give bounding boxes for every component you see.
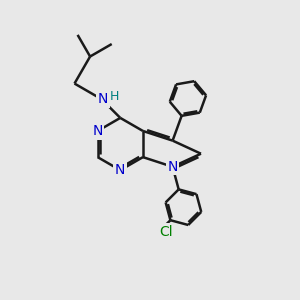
- Text: N: N: [98, 92, 108, 106]
- Text: Cl: Cl: [160, 225, 173, 239]
- Text: N: N: [115, 163, 125, 177]
- Text: H: H: [109, 90, 119, 103]
- Text: N: N: [92, 124, 103, 138]
- Text: N: N: [167, 160, 178, 174]
